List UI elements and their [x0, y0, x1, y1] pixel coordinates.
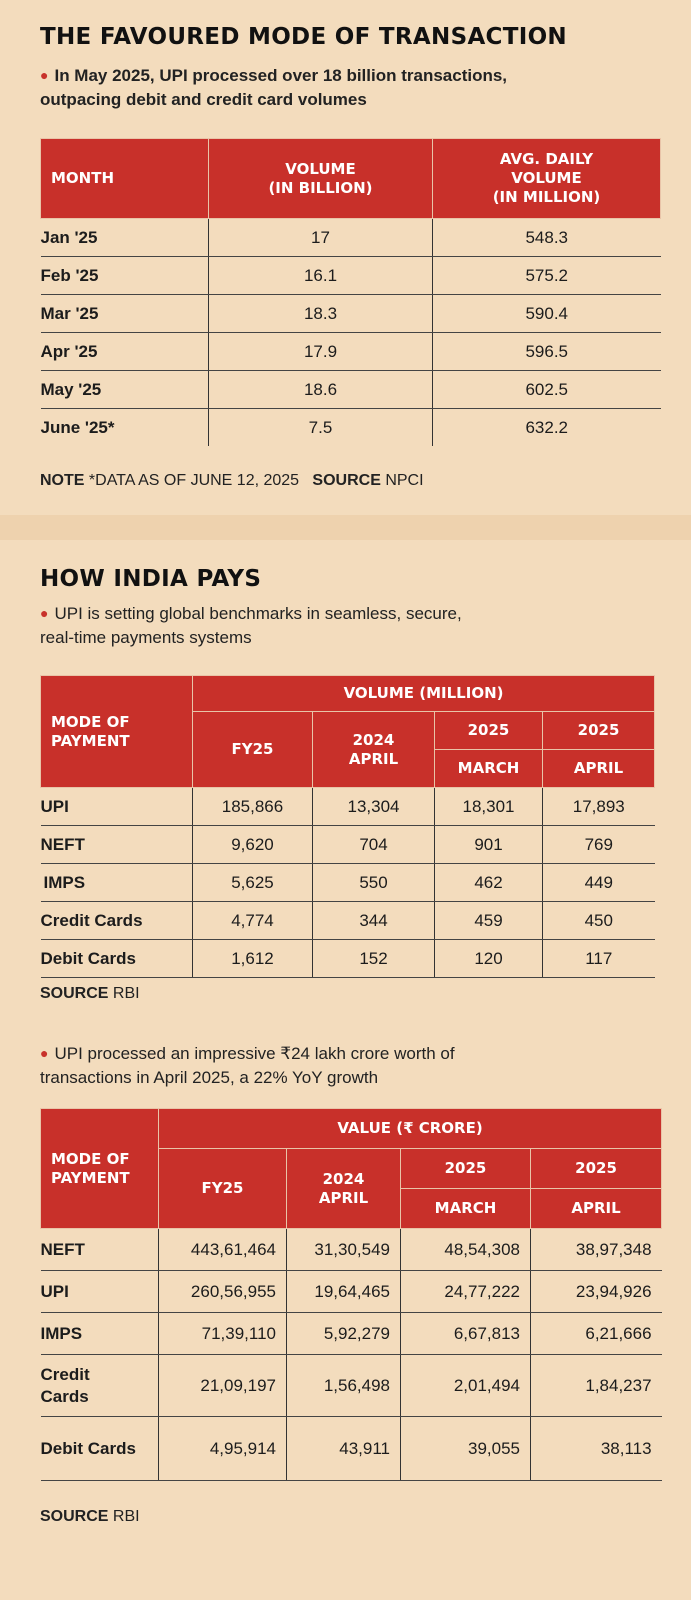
table-row: Debit Cards 4,95,914 43,911 39,055 38,11… — [40, 1416, 662, 1481]
volume-cell: 16.1 — [208, 256, 433, 295]
value-by-mode-table: MODE OF PAYMENT VALUE (₹ CRORE) FY25 2024… — [40, 1108, 663, 1481]
table-row: June '25* 7.5 632.2 — [40, 408, 661, 446]
month-cell: Feb '25 — [40, 256, 209, 295]
avg-cell: 602.5 — [432, 370, 661, 409]
avg-cell: 548.3 — [432, 218, 661, 257]
table-row: Mar '25 18.3 590.4 — [40, 294, 661, 333]
header-2025-march-year: 2025 — [434, 711, 543, 750]
table-row: UPI 185,866 13,304 18,301 17,893 — [40, 787, 655, 826]
bullet-dot-icon: ● — [40, 67, 49, 83]
table-row: NEFT 9,620 704 901 769 — [40, 825, 655, 864]
header-2025-march-year: 2025 — [400, 1148, 531, 1189]
header-april: APRIL — [541, 749, 656, 788]
table-row: Jan '25 17 548.3 — [40, 218, 661, 257]
header-2024-april: 2024 APRIL — [312, 711, 435, 788]
month-cell: Mar '25 — [40, 294, 209, 333]
header-avg-daily: AVG. DAILY VOLUME (IN MILLION) — [432, 138, 661, 219]
table-row: Debit Cards 1,612 152 120 117 — [40, 939, 655, 978]
header-volume: VOLUME (IN BILLION) — [208, 138, 433, 219]
table-row: NEFT 443,61,464 31,30,549 48,54,308 38,9… — [40, 1228, 662, 1271]
avg-cell: 575.2 — [432, 256, 661, 295]
section1-title: THE FAVOURED MODE OF TRANSACTION — [40, 24, 567, 50]
header-mode-of-payment: MODE OF PAYMENT — [40, 675, 193, 788]
header-fy25: FY25 — [158, 1148, 287, 1229]
table-row: IMPS 5,625 550 462 449 — [40, 863, 655, 902]
section1-note: NOTE *DATA AS OF JUNE 12, 2025 SOURCE NP… — [40, 472, 424, 489]
monthly-volume-table: MONTH VOLUME (IN BILLION) AVG. DAILY VOLUM… — [40, 138, 661, 446]
section2-source: SOURCE RBI — [40, 985, 140, 1002]
avg-cell: 596.5 — [432, 332, 661, 371]
avg-cell: 632.2 — [432, 408, 661, 446]
volume-cell: 18.3 — [208, 294, 433, 333]
volume-by-mode-table: MODE OF PAYMENT VOLUME (MILLION) FY25 202… — [40, 675, 656, 978]
header-march: MARCH — [400, 1188, 531, 1229]
table-row: Apr '25 17.9 596.5 — [40, 332, 661, 371]
avg-cell: 590.4 — [432, 294, 661, 333]
month-cell: Jan '25 — [40, 218, 209, 257]
bullet-dot-icon: ● — [40, 1045, 49, 1061]
table-header-row: MONTH VOLUME (IN BILLION) AVG. DAILY VOLUM… — [40, 138, 661, 219]
panel-how-india-pays: HOW INDIA PAYS ● UPI is setting global be… — [0, 540, 691, 1600]
panel-favoured-mode: THE FAVOURED MODE OF TRANSACTION ● In May… — [0, 0, 691, 515]
header-volume-million: VOLUME (MILLION) — [191, 675, 656, 712]
bullet-dot-icon: ● — [40, 605, 49, 621]
section3-source: SOURCE RBI — [40, 1508, 140, 1525]
header-month: MONTH — [40, 138, 209, 219]
table-row: Feb '25 16.1 575.2 — [40, 256, 661, 295]
header-2025-april-year: 2025 — [541, 711, 656, 750]
table-row: May '25 18.6 602.5 — [40, 370, 661, 409]
table-row: UPI 260,56,955 19,64,465 24,77,222 23,94… — [40, 1270, 662, 1313]
volume-cell: 17 — [208, 218, 433, 257]
header-2025-april-year: 2025 — [529, 1148, 663, 1189]
header-april: APRIL — [529, 1188, 663, 1229]
month-cell: June '25* — [40, 417, 115, 437]
header-value-crore: VALUE (₹ CRORE) — [157, 1108, 663, 1149]
table-row: Credit Cards 21,09,197 1,56,498 2,01,494 … — [40, 1354, 662, 1417]
month-cell: May '25 — [40, 370, 209, 409]
header-2024-april: 2024 APRIL — [286, 1148, 401, 1229]
section2-bullet: ● UPI is setting global benchmarks in sea… — [40, 604, 462, 647]
header-fy25: FY25 — [192, 711, 313, 788]
section3-bullet: ● UPI processed an impressive ₹24 lakh cr… — [40, 1044, 455, 1087]
section2-title: HOW INDIA PAYS — [40, 566, 262, 592]
table-row: Credit Cards 4,774 344 459 450 — [40, 901, 655, 940]
volume-cell: 7.5 — [208, 408, 433, 446]
table-row: IMPS 71,39,110 5,92,279 6,67,813 6,21,66… — [40, 1312, 662, 1355]
header-march: MARCH — [434, 749, 543, 788]
month-cell: Apr '25 — [40, 332, 209, 371]
volume-cell: 18.6 — [208, 370, 433, 409]
volume-cell: 17.9 — [208, 332, 433, 371]
section1-bullet: ● In May 2025, UPI processed over 18 bill… — [40, 66, 508, 109]
header-mode-of-payment: MODE OF PAYMENT — [40, 1108, 159, 1229]
